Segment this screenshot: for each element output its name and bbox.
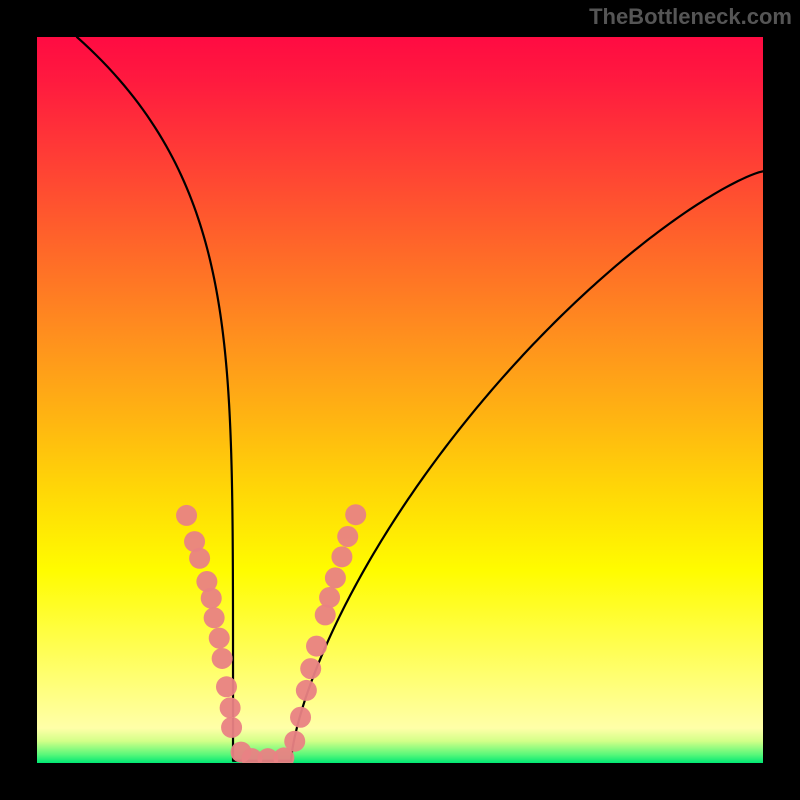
plot-area (37, 37, 763, 763)
chart-stage: TheBottleneck.com (0, 0, 800, 800)
chart-svg (37, 37, 763, 763)
watermark-text: TheBottleneck.com (589, 4, 792, 30)
